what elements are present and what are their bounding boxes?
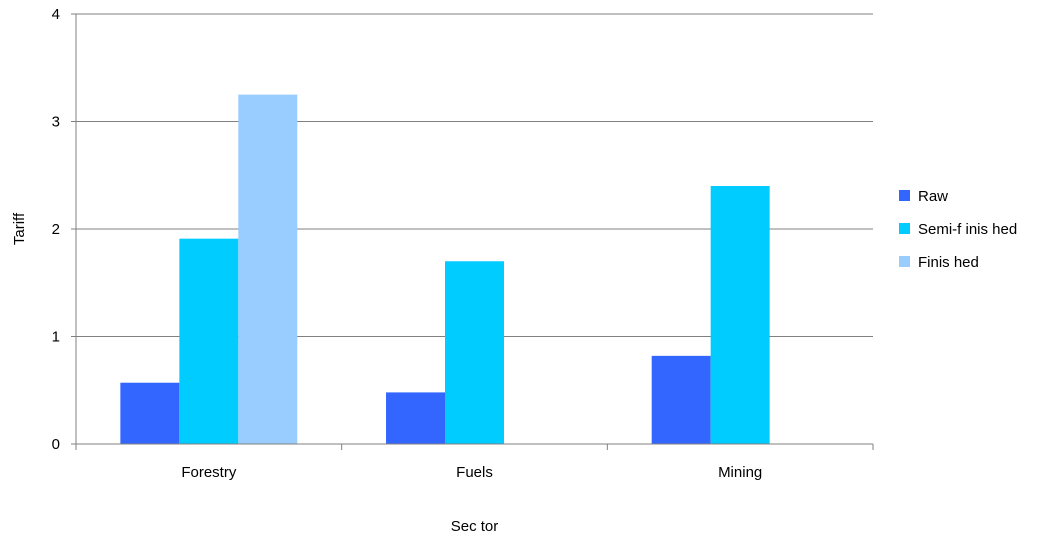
legend: Raw Semi-f inis hed Finis hed — [899, 188, 1017, 271]
x-tick-label: Fuels — [456, 464, 493, 481]
y-tick-label: 3 — [52, 114, 60, 131]
bar — [445, 261, 504, 444]
legend-label: Semi-f inis hed — [918, 221, 1017, 238]
x-tick-label: Mining — [718, 464, 762, 481]
y-tick-labels: 0 1 2 3 4 — [52, 6, 60, 453]
bar — [710, 186, 770, 444]
legend-label: Finis hed — [918, 254, 979, 271]
bars — [120, 94, 770, 444]
bar — [238, 94, 298, 444]
bar — [179, 238, 239, 444]
legend-swatch — [899, 190, 910, 201]
y-tick-label: 2 — [52, 221, 60, 238]
x-tick-labels: Forestry Fuels Mining — [181, 464, 762, 481]
legend-label: Raw — [918, 188, 948, 205]
bar — [386, 392, 446, 444]
legend-swatch — [899, 223, 910, 234]
x-axis-title: Sec tor — [451, 518, 499, 535]
bar — [120, 382, 180, 444]
y-tick-label: 4 — [52, 6, 60, 23]
y-tick-label: 0 — [52, 436, 60, 453]
bar — [651, 355, 711, 444]
axes — [71, 13, 874, 450]
legend-swatch — [899, 256, 910, 267]
x-tick-label: Forestry — [181, 464, 237, 481]
y-tick-label: 1 — [52, 329, 60, 346]
y-axis-title: Tariff — [11, 212, 28, 245]
